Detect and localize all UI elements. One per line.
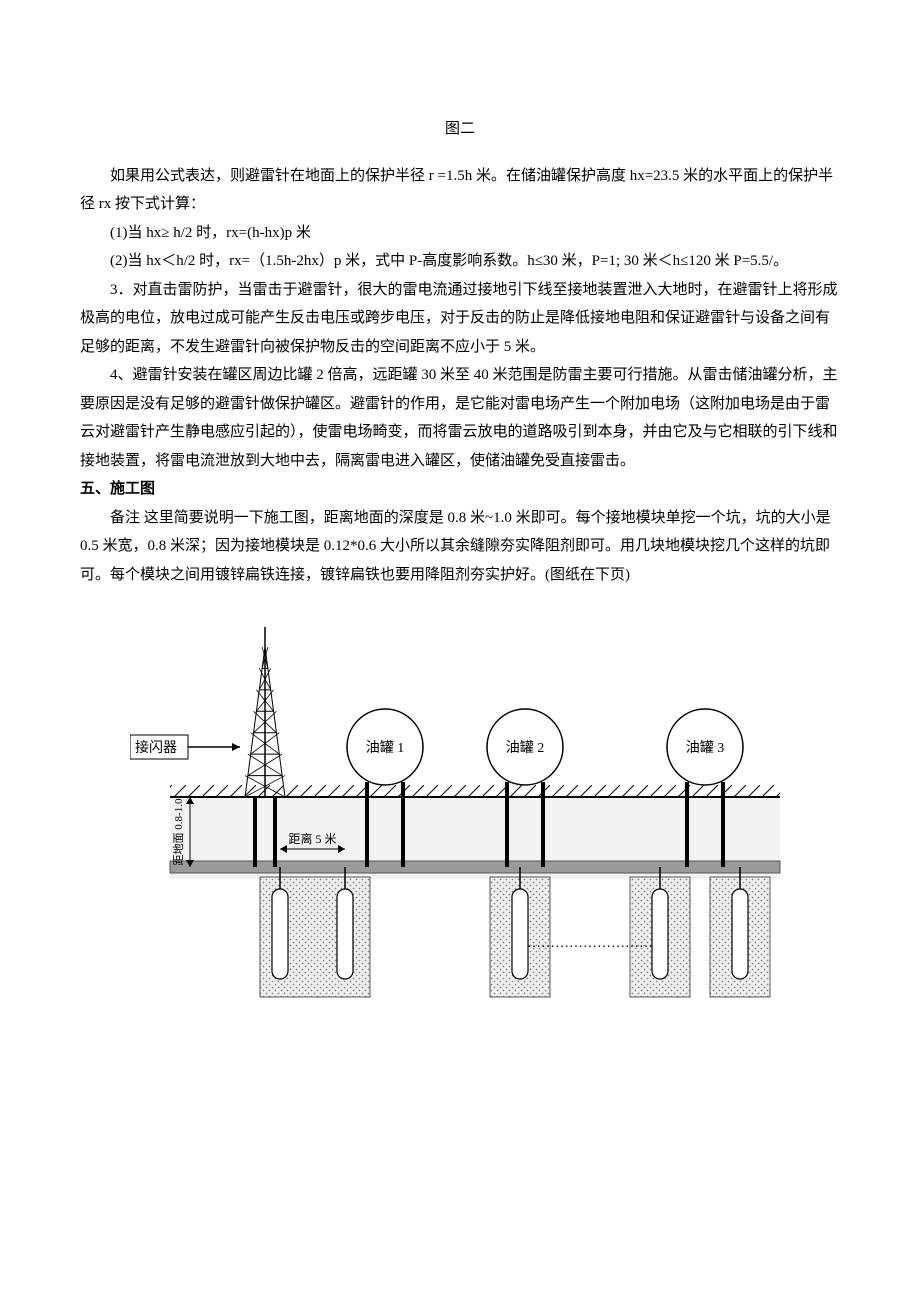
- paragraph-4: 4、避雷针安装在罐区周边比罐 2 倍高，远距罐 30 米至 40 米范围是防雷主…: [80, 361, 840, 475]
- svg-text:距地面 0.8-1.0: 距地面 0.8-1.0: [172, 798, 185, 865]
- svg-text:油罐 3: 油罐 3: [686, 740, 725, 756]
- svg-text:………………………: ………………………: [527, 936, 653, 951]
- svg-text:油罐 2: 油罐 2: [506, 740, 545, 756]
- paragraph-note: 备注 这里简要说明一下施工图，距离地面的深度是 0.8 米~1.0 米即可。每个…: [80, 504, 840, 590]
- formula-2: (2)当 hx＜h/2 时，rx=（1.5h-2hx）p 米，式中 P-高度影响…: [80, 247, 840, 276]
- figure-caption: 图二: [80, 115, 840, 144]
- paragraph-3: 3．对直击雷防护，当雷击于避雷针，很大的雷电流通过接地引下线至接地装置泄入大地时…: [80, 276, 840, 362]
- construction-diagram: 接闪器 油罐 1 油罐 2 油罐 3 距离 5 米 距地面 0.8-1.0 ………………………: [80, 617, 840, 1048]
- svg-text:接闪器: 接闪器: [135, 739, 177, 756]
- paragraph-intro: 如果用公式表达，则避雷针在地面上的保护半径 r =1.5h 米。在储油罐保护高度…: [80, 162, 840, 219]
- section-title: 五、施工图: [80, 475, 840, 504]
- formula-1: (1)当 hx≥ h/2 时，rx=(h-hx)p 米: [80, 219, 840, 248]
- svg-text:油罐 1: 油罐 1: [366, 740, 405, 756]
- svg-text:距离 5 米: 距离 5 米: [288, 831, 336, 846]
